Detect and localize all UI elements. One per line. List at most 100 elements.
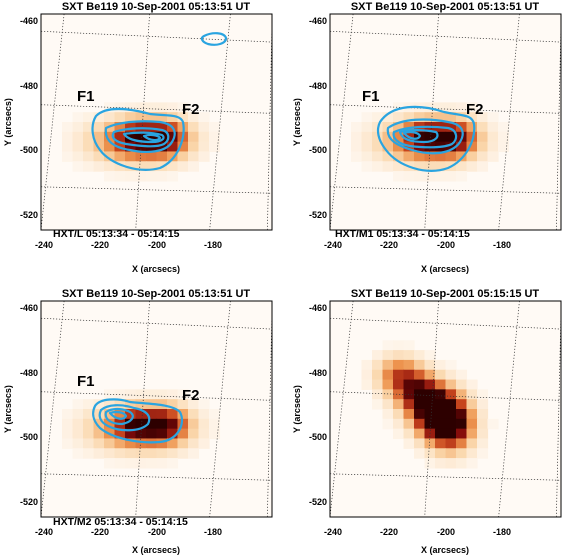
heatmap-cell (456, 151, 468, 162)
heatmap-cell (445, 359, 457, 371)
heatmap-cell (393, 131, 405, 143)
heatmap-cell (403, 350, 415, 361)
heatmap-cell (487, 141, 499, 153)
heatmap-cell (177, 428, 189, 440)
heatmap-cell (188, 409, 200, 420)
y-ticks: -460 -480 -500 -520 (20, 303, 38, 507)
heatmap-cell (445, 448, 457, 459)
grid-line (41, 30, 272, 43)
heatmap-cell (477, 141, 489, 153)
heatmap-cell (445, 379, 457, 390)
heatmap-cell (209, 122, 221, 133)
heatmap-cell (156, 428, 168, 440)
heatmap-cell (104, 409, 116, 420)
heatmap-cell (414, 350, 426, 361)
x-tick-label: -220 (91, 240, 109, 250)
heatmap-cell (72, 141, 84, 153)
heatmap-cell (445, 458, 457, 469)
x-ticks: -240 -220 -200 -180 (324, 527, 511, 537)
heatmap-cell (466, 399, 478, 410)
heatmap-cell (351, 141, 363, 153)
heatmap-cell (466, 389, 478, 400)
heatmap-cell (435, 409, 447, 420)
heatmap-cell (72, 418, 84, 430)
heatmap-cell (414, 161, 426, 172)
heatmap-cell (414, 409, 426, 420)
heatmap-cell (414, 448, 426, 459)
heatmap-cell (414, 389, 426, 400)
heatmap-cell (435, 112, 447, 123)
heatmap-cell (93, 438, 105, 449)
heatmap-cell (146, 171, 158, 182)
heatmap-cell (435, 458, 447, 469)
y-tick-label: -460 (20, 16, 38, 26)
heatmap-cell (414, 369, 426, 381)
heatmap-cell (198, 141, 210, 153)
heatmap-cell (62, 428, 74, 440)
grid-line (41, 14, 65, 230)
heatmap-cell (93, 112, 105, 123)
heatmap-cell (198, 418, 210, 430)
grid-line (498, 14, 520, 230)
heatmap-cell (382, 340, 394, 351)
heatmap-cell (93, 428, 105, 440)
heatmap-cell (156, 141, 168, 153)
heatmap-cell (177, 399, 189, 410)
heatmap-cell (188, 399, 200, 410)
grid-line (556, 311, 561, 517)
heatmap-cell (114, 458, 126, 469)
heatmap-cell (424, 448, 436, 459)
heatmap-cell (498, 131, 510, 143)
heatmap-cell (382, 418, 394, 430)
heatmap-cell (477, 438, 489, 449)
y-tick-label: -480 (309, 368, 327, 378)
y-axis-label: Y (arcsecs) (3, 98, 13, 146)
heatmap-cell (414, 171, 426, 182)
y-tick-label: -460 (309, 16, 327, 26)
heatmap-cell (456, 458, 468, 469)
heatmap-cell (125, 131, 137, 143)
heatmap-cell (456, 171, 468, 182)
heatmap-cell (146, 122, 158, 133)
heatmap-cell (167, 171, 179, 182)
heatmap-cell (104, 151, 116, 162)
heatmap-cell (62, 438, 74, 449)
heatmap-cell (487, 122, 499, 133)
heatmap-cell (167, 399, 179, 410)
x-tick-label: -180 (493, 527, 511, 537)
heatmap-cell (445, 151, 457, 162)
heatmap-cell (62, 418, 74, 430)
heatmap-cell (209, 428, 221, 440)
heatmap-cell (114, 112, 126, 123)
y-tick-label: -500 (20, 145, 38, 155)
heatmap-cell (72, 112, 84, 123)
heatmap-cell (382, 389, 394, 400)
heatmap-cell (114, 409, 126, 420)
heatmap-cell (125, 151, 137, 162)
panel-title: SXT Be119 10-Sep-2001 05:13:51 UT (62, 288, 251, 300)
heatmap-cell (72, 448, 84, 459)
heatmap-cell (414, 418, 426, 430)
heatmap-cell (445, 122, 457, 133)
heatmap-cell (135, 151, 147, 162)
heatmap-cell (62, 122, 74, 133)
heatmap-cell (393, 151, 405, 162)
heatmap-cell (177, 418, 189, 430)
heatmap-cell (146, 448, 158, 459)
heatmap-cell (393, 428, 405, 440)
heatmap-cell (125, 122, 137, 133)
grid-line (498, 301, 520, 517)
heatmap-cell (188, 141, 200, 153)
grid-line (41, 391, 272, 401)
heatmap-cell (198, 131, 210, 143)
hxt-contours (92, 398, 184, 444)
heatmap-cell (403, 379, 415, 390)
heatmap-cell (456, 141, 468, 153)
heatmap-cell (477, 448, 489, 459)
heatmap-cell (62, 151, 74, 162)
heatmap-cell (72, 399, 84, 410)
panel-title: SXT Be119 10-Sep-2001 05:13:51 UT (62, 1, 251, 13)
heatmap-cell (146, 418, 158, 430)
grid-line (330, 30, 561, 43)
heatmap-cell (466, 448, 478, 459)
